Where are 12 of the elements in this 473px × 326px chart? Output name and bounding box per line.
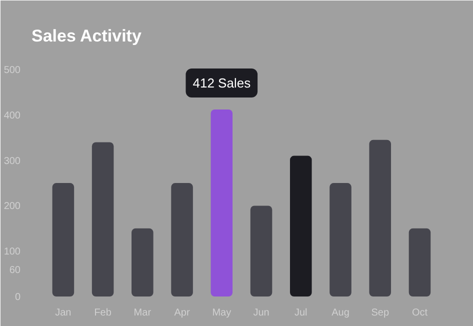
bar [52,183,74,296]
bar [132,228,154,296]
bar [408,228,431,296]
bar [92,142,114,296]
bar [369,140,392,296]
bar [250,206,272,296]
bar [210,110,233,296]
bar [290,156,312,296]
bar [330,183,352,296]
annotation: 412 Sales [192,76,252,91]
bar [171,183,193,296]
chart-title: Sales Activity [32,26,142,46]
